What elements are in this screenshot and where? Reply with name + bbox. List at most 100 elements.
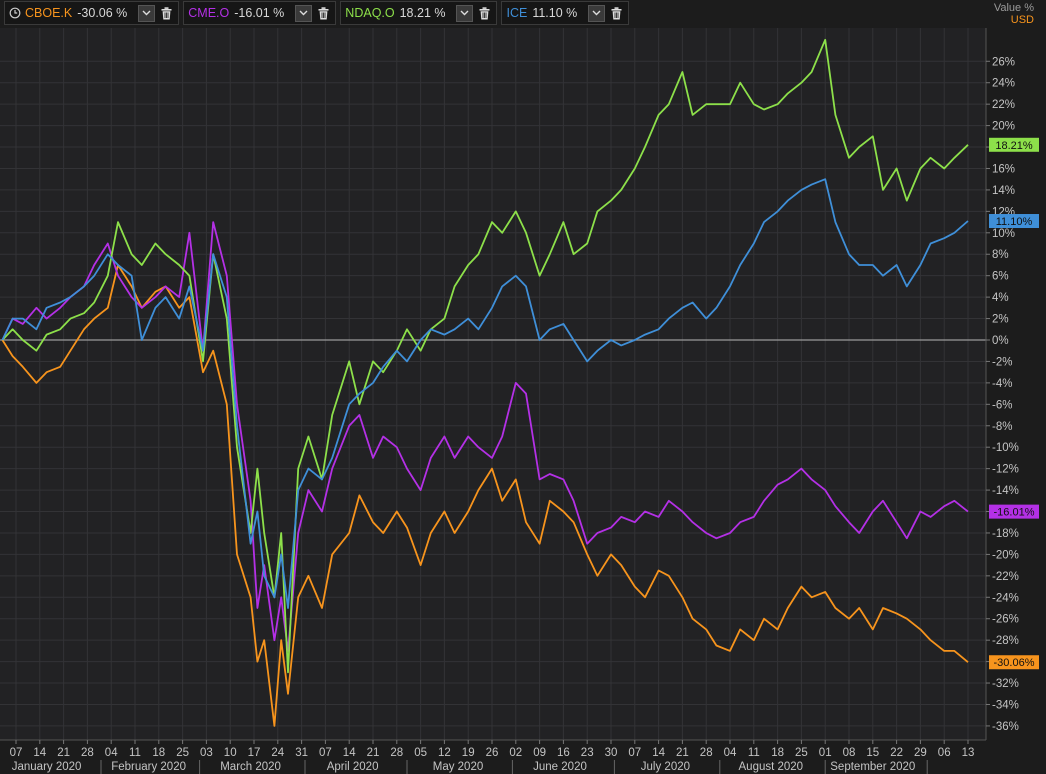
clock-icon[interactable] [9, 7, 21, 19]
last-value-label-ice: 11.10% [989, 214, 1039, 229]
x-tick-label: 21 [367, 747, 380, 759]
x-tick-label: 04 [724, 747, 737, 759]
chevron-down-icon[interactable] [295, 4, 313, 22]
y-tick-label: -26% [992, 614, 1019, 626]
month-label: May 2020 [433, 761, 484, 773]
x-tick-label: 22 [890, 747, 903, 759]
chevron-down-icon[interactable] [588, 4, 606, 22]
month-label: August 2020 [739, 761, 804, 773]
y-tick-label: -36% [992, 721, 1019, 733]
x-tick-label: 11 [748, 747, 760, 759]
y-tick-label: -6% [992, 399, 1012, 411]
x-tick-label: 14 [33, 747, 46, 759]
series-line-ndaq-o [1, 38, 969, 674]
y-tick-label: -32% [992, 678, 1019, 690]
y-tick-label: 2% [992, 314, 1009, 326]
plot-area [0, 28, 986, 740]
x-tick-label: 04 [105, 747, 118, 759]
legend-item-cme-o[interactable]: CME.O -16.01 % [183, 1, 337, 25]
x-tick-label: 18 [771, 747, 784, 759]
chevron-down-icon[interactable] [138, 4, 156, 22]
x-tick-label: 01 [819, 747, 832, 759]
x-tick-label: 23 [581, 747, 594, 759]
y-tick-label: -20% [992, 549, 1019, 561]
y-tick-label: 0% [992, 335, 1009, 347]
last-value-label-ndaq-o: 18.21% [989, 137, 1039, 152]
x-tick-label: 17 [248, 747, 261, 759]
y-tick-label: -4% [992, 378, 1012, 390]
legend-ticker: ICE [506, 6, 528, 20]
x-tick-label: 28 [81, 747, 94, 759]
x-axis-band [0, 740, 1046, 774]
legend-item-ice[interactable]: ICE 11.10 % [501, 1, 630, 25]
y-tick-label: -28% [992, 635, 1019, 647]
x-tick-label: 09 [533, 747, 546, 759]
x-tick-label: 30 [605, 747, 618, 759]
legend-item-cboe-k[interactable]: CBOE.K -30.06 % [4, 1, 180, 25]
y-tick-label: 6% [992, 271, 1009, 283]
last-value-label-cboe-k: -30.06% [989, 655, 1039, 670]
x-tick-label: 21 [57, 747, 70, 759]
x-tick-label: 07 [319, 747, 332, 759]
last-value-labels: -30.06% -16.01% 18.21% 11.10% [989, 137, 1039, 670]
x-tick-label: 28 [390, 747, 403, 759]
x-tick-label: 05 [414, 747, 427, 759]
x-tick-label: 29 [914, 747, 927, 759]
y-tick-label: -14% [992, 485, 1019, 497]
trash-icon[interactable] [316, 6, 331, 21]
legend-ticker: CME.O [188, 6, 230, 20]
last-value-label-cme-o: -16.01% [989, 504, 1039, 519]
x-tick-label: 14 [343, 747, 356, 759]
chevron-down-icon[interactable] [456, 4, 474, 22]
x-axis: 07 14 21 28 04 11 18 25 03 10 17 24 31 07 14 21 28 05 12 19… [0, 739, 1046, 774]
last-value-text: 18.21% [995, 140, 1033, 152]
series-lines [1, 38, 969, 727]
last-value-badge [989, 655, 1039, 670]
y-tick-label: 20% [992, 121, 1015, 133]
x-tick-label: 11 [129, 747, 141, 759]
y-tick-label: -8% [992, 421, 1012, 433]
units-label: Value % USD [994, 2, 1034, 26]
x-tick-label: 03 [200, 747, 213, 759]
last-value-badge [989, 137, 1039, 152]
month-label: June 2020 [533, 761, 587, 773]
x-tick-label: 16 [557, 747, 570, 759]
y-tick-label: 4% [992, 292, 1009, 304]
trash-icon[interactable] [477, 6, 492, 21]
x-tick-label: 31 [295, 747, 308, 759]
legend-bar: CBOE.K -30.06 % CME.O -16.01 % NDAQ.O 18.21 %… [0, 0, 630, 26]
y-tick-label: -22% [992, 571, 1019, 583]
last-value-text: -16.01% [994, 507, 1035, 519]
y-tick-label: -24% [992, 592, 1019, 604]
x-tick-label: 26 [486, 747, 499, 759]
month-label: September 2020 [830, 761, 915, 773]
x-tick-label: 19 [462, 747, 475, 759]
month-label: January 2020 [12, 761, 82, 773]
legend-pct: -30.06 % [77, 6, 128, 20]
y-tick-label: -2% [992, 356, 1012, 368]
y-tick-label: -34% [992, 699, 1019, 711]
x-tick-label: 25 [176, 747, 189, 759]
trash-icon[interactable] [609, 6, 624, 21]
y-tick-label: 14% [992, 185, 1015, 197]
trash-icon[interactable] [159, 6, 174, 21]
y-tick-label: 10% [992, 228, 1015, 240]
value-unit-label: Value % [993, 2, 1034, 14]
legend-ticker: CBOE.K [25, 6, 73, 20]
series-line-cme-o [1, 221, 969, 652]
legend-pct: 18.21 % [399, 6, 446, 20]
y-tick-label: 8% [992, 249, 1009, 261]
legend-pct: 11.10 % [532, 6, 578, 20]
x-tick-label: 24 [271, 747, 284, 759]
y-tick-label: 26% [992, 56, 1015, 68]
x-tick-label: 21 [676, 747, 689, 759]
x-tick-label: 07 [10, 747, 23, 759]
month-label: April 2020 [327, 761, 379, 773]
y-axis: -36%-34%-32%-30%-28%-26%-24%-22%-20%-18%… [985, 28, 1019, 740]
y-tick-label: 22% [992, 99, 1015, 111]
x-tick-label: 02 [509, 747, 522, 759]
legend-item-ndaq-o[interactable]: NDAQ.O 18.21 % [340, 1, 498, 25]
x-tick-label: 13 [962, 747, 975, 759]
x-tick-label: 12 [438, 747, 451, 759]
y-tick-label: -12% [992, 464, 1019, 476]
